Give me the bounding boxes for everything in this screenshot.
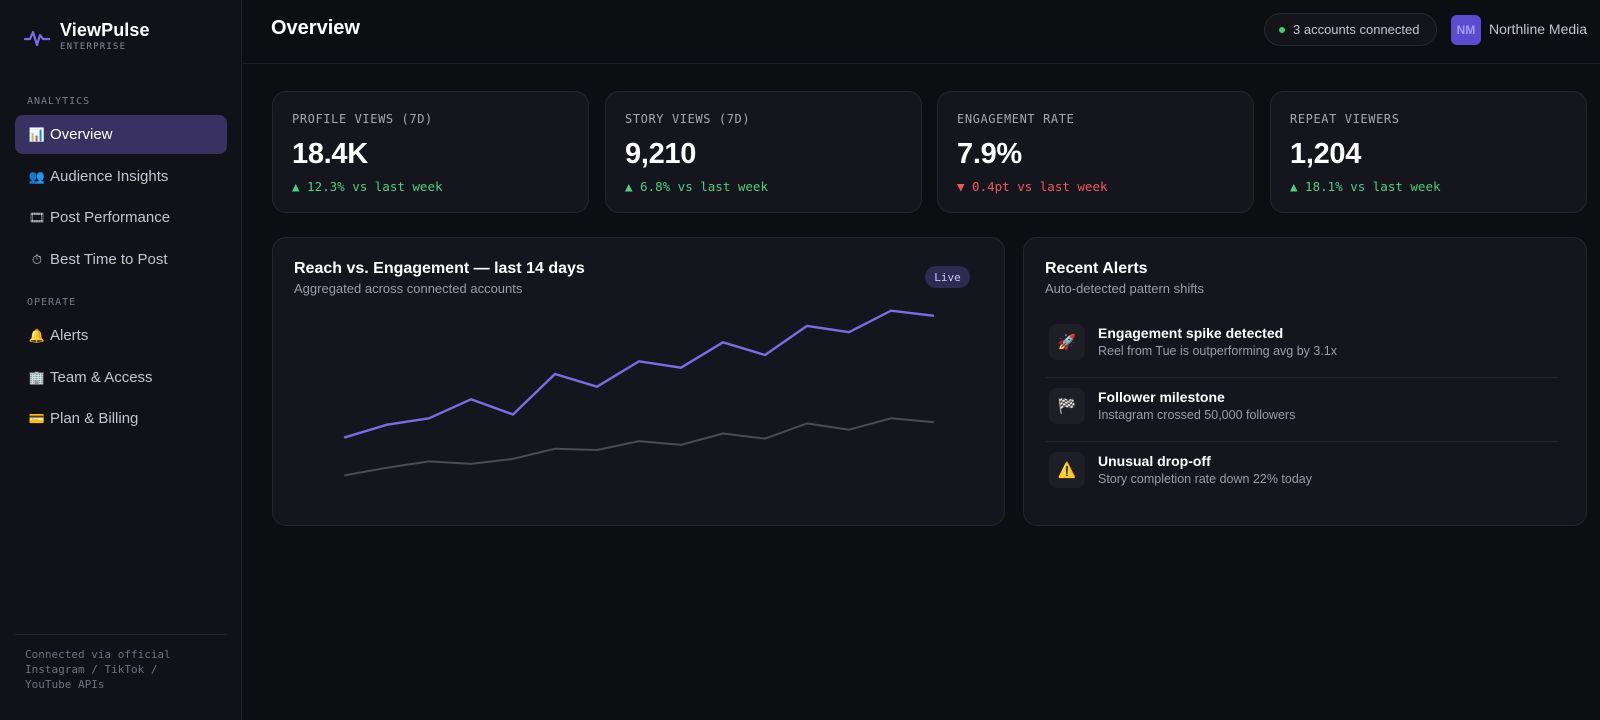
alert-divider: [1046, 377, 1558, 378]
alert-divider: [1046, 441, 1558, 442]
bell-icon: 🔔: [28, 327, 46, 343]
sidebar-item-label: Alerts: [50, 327, 89, 344]
credit-card-icon: 💳: [28, 410, 46, 426]
sidebar-item-label: Team & Access: [50, 369, 153, 386]
stat-label: REPEAT VIEWERS: [1290, 112, 1400, 126]
brand[interactable]: ViewPulse ENTERPRISE: [24, 20, 150, 52]
sidebar-item-post-performance[interactable]: 🎞 Post Performance: [15, 198, 227, 237]
sidebar-item-label: Audience Insights: [50, 168, 169, 185]
users-icon: 👥: [28, 168, 46, 184]
warning-icon: ⚠️: [1049, 452, 1085, 488]
alert-item[interactable]: 🏁 Follower milestone Instagram crossed 5…: [1046, 380, 1558, 442]
sidebar-divider: [15, 634, 227, 635]
series-line-primary: [343, 309, 935, 439]
sidebar-item-label: Best Time to Post: [50, 251, 168, 268]
sidebar-item-overview[interactable]: 📊 Overview: [15, 115, 227, 154]
sidebar-item-team-access[interactable]: 🏢 Team & Access: [15, 358, 227, 397]
sidebar-item-plan-billing[interactable]: 💳 Plan & Billing: [15, 399, 227, 438]
alert-title: Engagement spike detected: [1098, 325, 1284, 341]
top-header: Overview 3 accounts connected NM Northli…: [243, 0, 1600, 64]
stat-value: 1,204: [1290, 138, 1362, 170]
sidebar-item-label: Plan & Billing: [50, 410, 139, 427]
sidebar-item-label: Post Performance: [50, 209, 171, 226]
film-icon: 🎞: [28, 209, 46, 225]
alert-title: Unusual drop-off: [1098, 453, 1211, 469]
connection-status-pill[interactable]: 3 accounts connected: [1264, 13, 1437, 46]
stat-card-story-views: STORY VIEWS (7D) 9,210 ▲ 6.8% vs last we…: [605, 91, 922, 213]
stat-card-profile-views: PROFILE VIEWS (7D) 18.4K ▲ 12.3% vs last…: [272, 91, 589, 213]
stat-card-repeat-viewers: REPEAT VIEWERS 1,204 ▲ 18.1% vs last wee…: [1270, 91, 1587, 213]
alert-item[interactable]: ⚠️ Unusual drop-off Story completion rat…: [1046, 444, 1558, 506]
stat-value: 7.9%: [957, 138, 1022, 170]
stat-label: STORY VIEWS (7D): [625, 112, 751, 126]
brand-tier: ENTERPRISE: [60, 42, 127, 52]
sidebar-item-alerts[interactable]: 🔔 Alerts: [15, 316, 227, 355]
rocket-icon: 🚀: [1049, 324, 1085, 360]
section-label-operate: OPERATE: [27, 297, 77, 308]
stat-value: 9,210: [625, 138, 697, 170]
stat-delta: ▲ 18.1% vs last week: [1290, 179, 1441, 194]
stat-label: PROFILE VIEWS (7D): [292, 112, 433, 126]
page-title: Overview: [271, 17, 360, 39]
alerts-title: Recent Alerts: [1045, 260, 1148, 277]
live-badge: Live: [925, 266, 970, 288]
chart-title: Reach vs. Engagement — last 14 days: [294, 260, 585, 277]
alert-description: Instagram crossed 50,000 followers: [1098, 408, 1296, 422]
sidebar-item-best-time-to-post[interactable]: ⏱ Best Time to Post: [15, 240, 227, 279]
status-dot-icon: [1279, 26, 1285, 33]
recent-alerts-panel: Recent Alerts Auto-detected pattern shif…: [1023, 237, 1587, 526]
chart-subtitle: Aggregated across connected accounts: [294, 281, 523, 296]
brand-name: ViewPulse: [60, 20, 150, 40]
org-name[interactable]: Northline Media: [1489, 21, 1588, 37]
reach-engagement-chart-panel: Reach vs. Engagement — last 14 days Aggr…: [272, 237, 1005, 526]
alert-description: Reel from Tue is outperforming avg by 3.…: [1098, 344, 1338, 358]
stat-delta: ▼ 0.4pt vs last week: [957, 179, 1108, 194]
line-chart: [343, 309, 935, 477]
series-line-secondary: [344, 417, 934, 477]
sidebar-item-label: Overview: [50, 126, 113, 143]
bar-chart-icon: 📊: [28, 126, 46, 142]
alert-item[interactable]: 🚀 Engagement spike detected Reel from Tu…: [1046, 316, 1558, 378]
connection-status-text: 3 accounts connected: [1293, 22, 1420, 37]
section-label-analytics: ANALYTICS: [27, 96, 91, 107]
sidebar: ViewPulse ENTERPRISE ANALYTICS 📊 Overvie…: [0, 0, 242, 720]
building-icon: 🏢: [28, 369, 46, 385]
stat-delta: ▲ 6.8% vs last week: [625, 179, 768, 194]
stat-delta: ▲ 12.3% vs last week: [292, 179, 443, 194]
alerts-subtitle: Auto-detected pattern shifts: [1045, 281, 1204, 296]
stat-card-engagement-rate: ENGAGEMENT RATE 7.9% ▼ 0.4pt vs last wee…: [937, 91, 1254, 213]
checkered-flag-icon: 🏁: [1049, 388, 1085, 424]
sidebar-item-audience-insights[interactable]: 👥 Audience Insights: [15, 157, 227, 196]
pulse-logo-icon: [24, 30, 50, 47]
stopwatch-icon: ⏱: [31, 251, 43, 267]
api-connection-note: Connected via official Instagram / TikTo…: [25, 648, 171, 691]
alert-title: Follower milestone: [1098, 389, 1225, 405]
alert-description: Story completion rate down 22% today: [1098, 472, 1313, 486]
stat-label: ENGAGEMENT RATE: [957, 112, 1075, 126]
avatar[interactable]: NM: [1451, 15, 1481, 45]
stat-value: 18.4K: [292, 138, 368, 170]
